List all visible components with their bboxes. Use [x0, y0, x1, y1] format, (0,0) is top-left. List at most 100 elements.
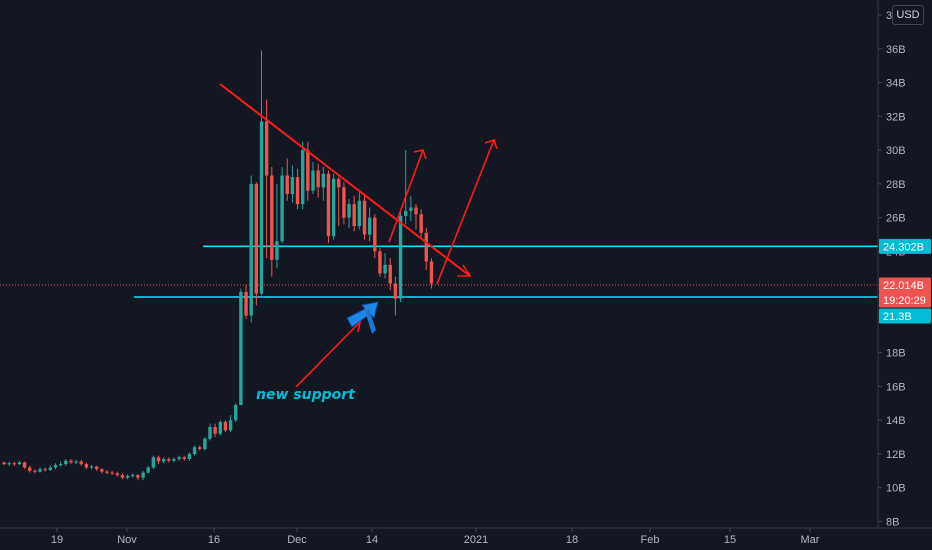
arrow-up-1-head [413, 149, 427, 160]
candle-body [306, 150, 310, 191]
downtrend-line[interactable] [219, 83, 471, 277]
candle-body [151, 457, 156, 468]
horizontal-levels[interactable] [0, 245, 878, 298]
candle-body [28, 467, 32, 471]
candle-body [192, 447, 197, 454]
candle-body [290, 177, 295, 195]
candle-body [419, 214, 423, 233]
candle-body [33, 470, 37, 472]
x-tick-label: 19 [51, 534, 63, 546]
y-tick-label: 10B [886, 483, 906, 495]
hand-arrow-icon [346, 301, 379, 334]
resistance-tag: 24.302B [883, 241, 924, 253]
candle-body [234, 405, 238, 421]
y-tick-label: 32B [886, 111, 906, 123]
candle-body [141, 472, 145, 478]
candle-body [198, 447, 202, 449]
candle-body [326, 173, 331, 237]
candle-body [38, 469, 42, 472]
y-tick-label: 26B [886, 213, 906, 225]
candle-body [208, 426, 212, 439]
support-tag-bg [879, 308, 931, 324]
time-axis[interactable]: 19 Nov 16 Dec 14 2021 18 Feb 15 Mar [0, 527, 932, 550]
x-tick-label: Feb [641, 534, 660, 546]
countdown-tag-bg [879, 292, 931, 308]
arrow-up-2-head [484, 138, 498, 150]
candle-body [331, 178, 336, 237]
x-tick-label: 2021 [464, 534, 488, 546]
candle-body [275, 241, 279, 260]
candle-body [357, 200, 362, 227]
x-tick-label: Nov [117, 534, 137, 546]
candle-body [187, 453, 192, 460]
candles [2, 50, 434, 481]
countdown-tag: 19:20:29 [883, 295, 926, 307]
time-axis-bg [0, 528, 932, 550]
y-tick-label: 34B [886, 78, 906, 90]
candle-body [223, 421, 228, 431]
candle-body [95, 466, 99, 470]
candle-body [218, 421, 222, 434]
candle-body [53, 464, 58, 468]
candle-body [316, 170, 320, 188]
candle-body [362, 200, 367, 235]
new-support-annotation: new support [256, 387, 356, 403]
candle-body [105, 471, 109, 473]
candle-body [79, 461, 83, 465]
candle-body [270, 175, 274, 260]
candle-body [48, 467, 53, 471]
candle-body [249, 183, 253, 316]
candle-body [393, 283, 398, 299]
candle-body [244, 291, 248, 316]
y-tick-label: 36B [886, 44, 906, 56]
candle-body [383, 264, 387, 274]
candle-body [378, 251, 382, 274]
candle-body [254, 183, 259, 294]
candle-body [398, 215, 403, 299]
resistance-tag-bg [879, 238, 931, 254]
candle-body [115, 473, 119, 476]
trend-drawings[interactable] [219, 83, 498, 388]
arrow-down-head [457, 264, 472, 277]
candle-body [131, 475, 135, 477]
y-tick-label: 14B [886, 415, 906, 427]
candle-body [373, 217, 377, 252]
currency-button[interactable]: USD [892, 5, 924, 25]
candle-body [264, 121, 269, 176]
price-axis-bg [878, 0, 932, 528]
y-tick-label: 30B [886, 145, 906, 157]
candle-body [110, 472, 114, 474]
candle-body [161, 459, 166, 462]
candle-body [2, 462, 6, 465]
support-pointer-arrow [295, 321, 361, 388]
candle-body [424, 232, 428, 262]
candle-body [125, 475, 130, 478]
candle-body [352, 204, 356, 227]
candle-body [58, 464, 63, 466]
candle-body [404, 210, 408, 216]
candle-body [89, 466, 94, 468]
x-tick-label: 18 [566, 534, 578, 546]
candle-body [177, 457, 181, 460]
candle-body [311, 170, 315, 191]
candle-body [203, 438, 207, 449]
candle-body [285, 175, 289, 195]
candle-body [64, 460, 68, 465]
candle-body [156, 457, 161, 462]
candle-body [301, 150, 305, 205]
y-tick-label: 16B [886, 381, 906, 393]
candle-body [347, 204, 351, 218]
y-tick-label: 28B [886, 179, 906, 191]
x-tick-label: 14 [366, 534, 378, 546]
y-tick-label: 18B [886, 348, 906, 360]
candle-body [429, 261, 434, 284]
candle-body [43, 469, 47, 471]
last-price-tag: 22.014B [883, 280, 924, 292]
candle-body [414, 207, 418, 215]
candle-body [7, 463, 11, 465]
candle-body [182, 457, 186, 460]
candle-body [74, 461, 78, 463]
price-axis[interactable]: 8B10B12B14B16B18B20B22B24B26B28B30B32B34… [877, 0, 932, 529]
candle-body [239, 291, 243, 406]
